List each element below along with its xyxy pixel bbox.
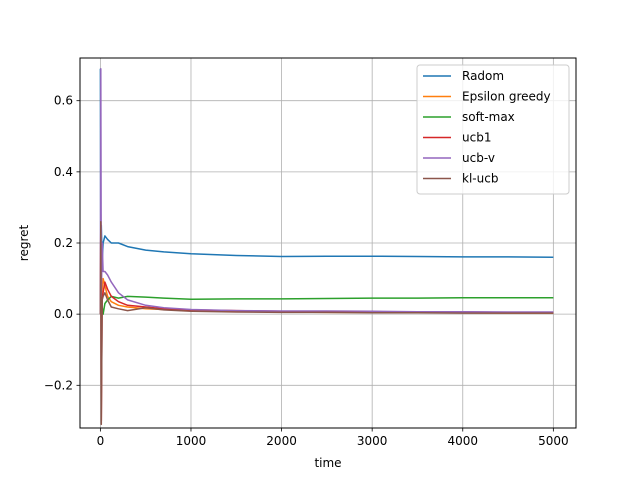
legend-label-kl-ucb: kl-ucb bbox=[462, 172, 498, 186]
legend-label-ucb1: ucb1 bbox=[462, 131, 491, 145]
legend-label-epsilon-greedy: Epsilon greedy bbox=[462, 90, 551, 104]
x-axis-ticks: 0 1000 2000 3000 4000 5000 bbox=[97, 428, 569, 448]
y-tick-label: −0.2 bbox=[44, 378, 73, 392]
x-tick-label: 2000 bbox=[266, 434, 297, 448]
x-tick-label: 3000 bbox=[357, 434, 388, 448]
x-tick-label: 1000 bbox=[176, 434, 207, 448]
legend-label-soft-max: soft-max bbox=[462, 110, 515, 124]
x-tick-label: 4000 bbox=[447, 434, 478, 448]
series-line-ucb-v bbox=[99, 67, 554, 315]
legend-label-radom: Radom bbox=[462, 69, 504, 83]
series-group bbox=[99, 67, 554, 426]
series-line-kl-ucb bbox=[99, 220, 554, 426]
legend-box bbox=[416, 64, 570, 195]
y-tick-label: 0.0 bbox=[54, 307, 73, 321]
y-tick-label: 0.2 bbox=[54, 236, 73, 250]
y-tick-label: 0.4 bbox=[54, 165, 73, 179]
y-axis-label: regret bbox=[17, 224, 31, 261]
x-axis-label: time bbox=[314, 456, 341, 470]
legend-label-ucb-v: ucb-v bbox=[462, 151, 495, 165]
legend: Radom Epsilon greedy soft-max ucb1 ucb-v kl-u… bbox=[416, 64, 570, 195]
y-tick-label: 0.6 bbox=[54, 94, 73, 108]
x-tick-label: 0 bbox=[97, 434, 105, 448]
y-axis-ticks: −0.2 0.0 0.2 0.4 0.6 bbox=[44, 94, 80, 392]
x-tick-label: 5000 bbox=[538, 434, 569, 448]
